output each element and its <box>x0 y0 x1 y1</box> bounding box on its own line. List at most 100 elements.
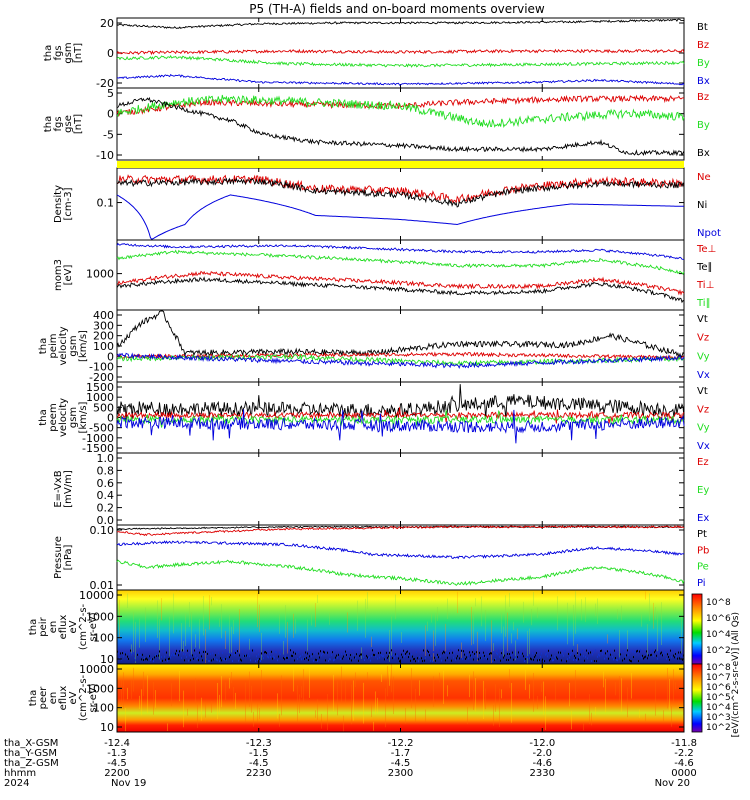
spec-texture <box>641 614 642 627</box>
spec-noise <box>398 657 399 660</box>
spec-noise <box>468 657 469 660</box>
spec-noise <box>363 655 364 658</box>
spec-texture <box>355 672 356 688</box>
spec-noise <box>442 652 443 655</box>
spec-texture <box>141 689 142 716</box>
spec-texture <box>239 609 240 653</box>
x-tick-label: -11.8 <box>671 738 697 749</box>
spec-texture <box>477 631 478 662</box>
spec-noise <box>355 657 356 660</box>
spec-texture <box>393 676 394 715</box>
spec-noise <box>261 652 262 655</box>
spec-texture <box>645 713 646 722</box>
colorbar-tick-label: 10^4 <box>706 703 731 713</box>
spec-noise <box>415 660 416 663</box>
legend-entry: Vz <box>697 333 709 344</box>
spec-noise <box>199 651 200 654</box>
spec-noise <box>648 654 649 657</box>
spec-noise <box>158 654 159 657</box>
y-axis-label: [nT] <box>73 43 84 63</box>
y-tick-label: 0.0 <box>97 514 115 527</box>
panel-fgs-gsm: 20 0 -20 tha fgs gsm [nT] Bt Bz By Bx <box>43 17 710 90</box>
spec-noise <box>579 657 580 660</box>
spec-noise <box>336 654 337 657</box>
spec-texture <box>203 595 204 636</box>
spec-noise <box>369 656 370 659</box>
spec-texture <box>495 684 496 712</box>
y-tick-label: -5 <box>103 128 114 141</box>
spec-texture <box>673 669 674 704</box>
spec-noise <box>598 653 599 656</box>
spec-noise <box>227 655 228 658</box>
spec-texture <box>195 634 196 648</box>
spec-noise <box>304 658 305 661</box>
spec-noise <box>518 651 519 654</box>
spec-noise <box>248 652 249 655</box>
spec-texture <box>375 691 376 715</box>
spec-noise <box>594 660 595 663</box>
spec-noise <box>397 654 398 657</box>
spec-noise <box>673 654 674 657</box>
colorbar-tick-label: 10^2 <box>706 646 731 656</box>
spec-texture <box>427 621 428 631</box>
panel-pressure: 0.10 0.01 Pressure [nPa] Pt Pb Pe Pi <box>53 524 709 592</box>
legend-entry: Pb <box>697 545 709 556</box>
spec-texture <box>259 604 260 632</box>
y-tick-label: -100 <box>89 361 114 374</box>
spec-texture <box>447 685 448 697</box>
spec-texture <box>367 672 368 680</box>
colorbar-tick-label: 10^3 <box>706 713 731 723</box>
spec-noise <box>511 654 512 657</box>
spec-texture <box>567 602 568 645</box>
y-axis-label: gsm <box>68 407 79 428</box>
spec-noise <box>142 653 143 656</box>
y-tick-label: 0.1 <box>97 197 115 210</box>
y-axis-label: tha <box>28 619 39 635</box>
spec-noise <box>170 656 171 659</box>
spec-texture <box>365 598 366 638</box>
spec-texture <box>191 612 192 657</box>
spec-noise <box>350 654 351 657</box>
spec-texture <box>133 611 134 655</box>
spec-noise <box>372 649 373 652</box>
series-bx-line <box>116 73 685 86</box>
spec-noise <box>168 658 169 661</box>
spec-texture <box>153 681 154 715</box>
spec-noise <box>660 652 661 655</box>
spec-texture <box>619 676 620 704</box>
spec-noise <box>245 653 246 656</box>
spec-noise <box>181 656 182 659</box>
x-tick-label: 2330 <box>530 768 555 779</box>
spec-texture <box>125 707 126 732</box>
spec-texture <box>281 675 282 716</box>
spec-noise <box>534 656 535 659</box>
x-tick-label: 2200 <box>104 768 129 779</box>
spec-noise <box>677 657 678 660</box>
spec-texture <box>133 667 134 692</box>
spec-texture <box>533 591 534 606</box>
spec-noise <box>409 652 410 655</box>
spec-texture <box>483 680 484 720</box>
legend-entry: Bt <box>697 22 708 33</box>
spec-noise <box>681 654 682 657</box>
spec-noise <box>526 656 527 659</box>
spec-texture <box>145 607 146 642</box>
spectrogram-peir <box>117 590 684 664</box>
spec-texture <box>595 603 596 617</box>
spec-texture <box>681 613 682 653</box>
spec-texture <box>541 683 542 692</box>
spec-texture <box>589 694 590 725</box>
spec-noise <box>328 659 329 662</box>
spec-texture <box>491 620 492 664</box>
spec-noise <box>247 655 248 658</box>
spec-noise <box>610 653 611 656</box>
y-tick-label: 400 <box>93 309 114 322</box>
spec-texture <box>443 670 444 704</box>
y-tick-label: 0.4 <box>97 489 115 502</box>
spec-noise <box>166 651 167 654</box>
legend-entry: Vy <box>697 351 710 362</box>
spec-noise <box>352 649 353 652</box>
spec-texture <box>493 643 494 654</box>
spec-texture <box>251 685 252 713</box>
